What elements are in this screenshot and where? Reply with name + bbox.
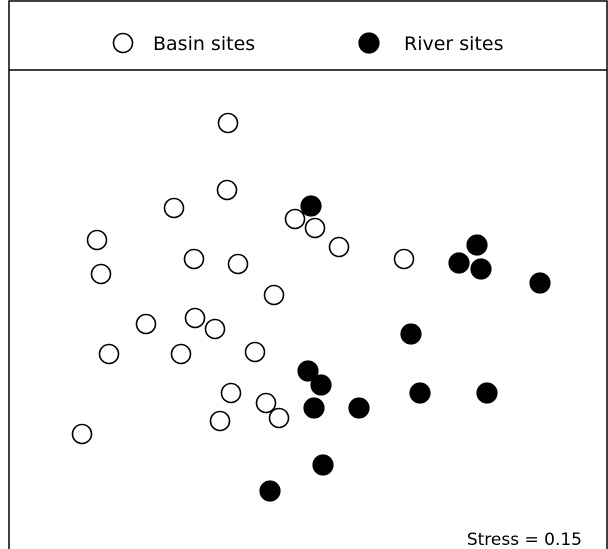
basin-site-point-6 [86,229,108,251]
plot-frame [8,0,608,549]
basin-site-point-4 [284,208,306,230]
basin-site-point-16 [98,343,120,365]
basin-site-point-13 [135,313,157,335]
river-site-point-1 [300,195,322,217]
basin-site-point-9 [227,253,249,275]
basin-site-point-7 [328,236,350,258]
basin-site-point-8 [183,248,205,270]
river-site-point-13 [312,454,334,476]
river-site-point-12 [348,397,370,419]
river-site-point-8 [310,374,332,396]
basin-site-point-11 [90,263,112,285]
basin-site-point-21 [268,407,290,429]
legend-marker-river [358,32,380,54]
basin-site-point-23 [71,423,93,445]
river-site-point-5 [529,272,551,294]
river-site-point-6 [400,323,422,345]
basin-site-point-17 [170,343,192,365]
basin-site-point-15 [204,318,226,340]
river-site-point-10 [476,382,498,404]
river-site-point-14 [259,480,281,502]
legend: Basin sites River sites [112,32,503,55]
basin-site-point-3 [163,197,185,219]
river-site-point-4 [470,258,492,280]
basin-site-point-2 [216,179,238,201]
river-site-point-2 [466,234,488,256]
basin-site-point-22 [209,410,231,432]
legend-label-river: River sites [404,33,503,55]
basin-site-point-5 [304,217,326,239]
river-site-point-9 [409,382,431,404]
river-site-point-3 [448,252,470,274]
basin-site-point-20 [255,392,277,414]
basin-site-point-19 [220,382,242,404]
basin-site-point-12 [263,284,285,306]
legend-marker-basin [112,32,134,54]
river-site-point-7 [297,360,319,382]
basin-site-point-14 [184,307,206,329]
data-points [71,112,551,502]
river-site-point-11 [303,397,325,419]
basin-site-point-18 [244,341,266,363]
stress-annotation: Stress = 0.15 [467,530,582,549]
legend-label-basin: Basin sites [153,33,255,55]
basin-site-point-1 [217,112,239,134]
basin-site-point-10 [393,248,415,270]
